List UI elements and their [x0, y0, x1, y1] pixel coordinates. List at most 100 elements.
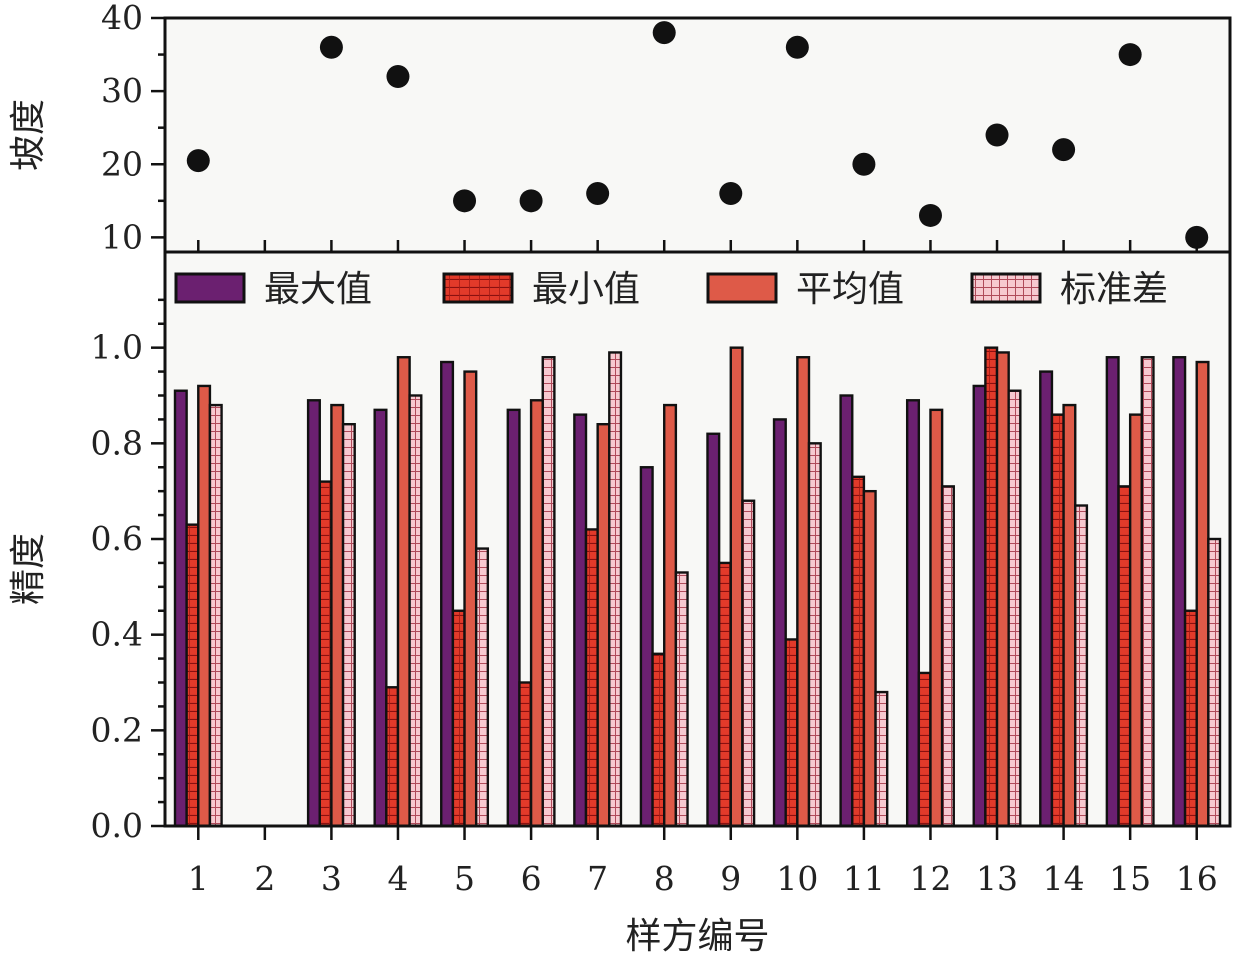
- bar-min-8: [651, 652, 666, 828]
- slope-point-11: [852, 152, 876, 176]
- bar-mean-6: [529, 399, 544, 828]
- legend-swatch-mean: [706, 272, 778, 304]
- bar-min-3: [318, 480, 333, 828]
- bar-mean-4: [396, 356, 411, 828]
- xtick-label: 15: [1109, 859, 1151, 898]
- bar-std-5: [474, 547, 490, 828]
- slope-axis-title: 坡度: [8, 99, 49, 171]
- bar-min-10: [784, 638, 799, 828]
- slope-ytick-label: 30: [101, 71, 143, 110]
- bar-mean-12: [929, 408, 944, 828]
- bar-min-4: [385, 686, 400, 828]
- bar-max-3: [306, 399, 321, 828]
- xtick-label: 6: [521, 859, 542, 898]
- bar-max-15: [1105, 356, 1120, 828]
- bar-mean-9: [729, 346, 744, 828]
- slope-point-3: [319, 35, 343, 59]
- accuracy-ytick-label: 0.6: [91, 519, 143, 558]
- bar-mean-3: [330, 403, 345, 828]
- bar-max-12: [905, 399, 921, 828]
- bar-min-9: [717, 561, 732, 828]
- xtick-label: 10: [776, 859, 818, 898]
- bar-max-8: [639, 466, 654, 828]
- bar-max-11: [839, 394, 854, 828]
- slope-ytick-label: 40: [101, 0, 143, 37]
- slope-point-7: [586, 182, 610, 205]
- slope-point-5: [453, 189, 477, 213]
- bar-max-16: [1172, 356, 1187, 828]
- slope-point-4: [386, 65, 410, 88]
- bar-min-13: [984, 346, 999, 828]
- legend-label-std: 标准差: [1060, 269, 1168, 310]
- xtick-label: 9: [720, 859, 741, 898]
- bar-mean-7: [596, 423, 611, 828]
- bar-min-1: [185, 523, 200, 828]
- bar-max-9: [706, 432, 721, 828]
- xtick-label: 2: [254, 859, 275, 898]
- xtick-label: 3: [321, 859, 342, 898]
- bar-min-15: [1117, 485, 1132, 828]
- slope-ytick-label: 10: [101, 217, 143, 256]
- plot-frame: [163, 16, 1232, 828]
- bar-max-4: [373, 408, 388, 828]
- bar-mean-13: [995, 351, 1010, 828]
- xtick-label: 13: [976, 859, 1018, 898]
- legend-swatch-std: [970, 272, 1042, 304]
- bar-mean-14: [1062, 403, 1077, 828]
- slope-point-14: [1052, 138, 1076, 162]
- bar-mean-11: [862, 489, 877, 828]
- bar-max-7: [573, 413, 588, 828]
- xtick-label: 7: [587, 859, 608, 898]
- xtick-label: 8: [654, 859, 675, 898]
- bar-max-6: [506, 408, 521, 828]
- bar-std-8: [674, 571, 689, 828]
- legend-label-mean: 平均值: [796, 269, 904, 310]
- xtick-label: 16: [1176, 859, 1218, 898]
- slope-point-13: [985, 123, 1009, 147]
- bar-mean-5: [463, 370, 478, 828]
- bar-std-16: [1207, 537, 1222, 828]
- bar-min-7: [584, 528, 599, 828]
- legend-swatch-min: [442, 272, 514, 304]
- slope-point-12: [918, 203, 942, 227]
- xtick-label: 1: [188, 859, 209, 898]
- legend-label-min: 最小值: [532, 269, 640, 310]
- bar-std-4: [408, 394, 423, 828]
- accuracy-ytick-label: 0.8: [91, 423, 143, 462]
- bar-std-15: [1140, 356, 1155, 828]
- bar-max-14: [1039, 370, 1054, 828]
- accuracy-ytick-label: 1.0: [91, 328, 143, 367]
- slope-point-15: [1118, 43, 1142, 67]
- bar-min-16: [1183, 609, 1198, 828]
- xtick-label: 5: [454, 859, 475, 898]
- bar-max-10: [772, 418, 787, 828]
- accuracy-axis-title: 精度: [8, 533, 49, 605]
- slope-point-10: [785, 35, 809, 59]
- xtick-label: 12: [909, 859, 951, 898]
- bar-min-5: [451, 609, 466, 828]
- bar-min-11: [851, 475, 866, 828]
- bar-max-1: [173, 389, 188, 828]
- bar-mean-1: [197, 384, 212, 828]
- bar-std-13: [1007, 389, 1022, 828]
- xtick-label: 4: [387, 859, 408, 898]
- bar-std-9: [741, 499, 756, 828]
- bar-mean-10: [796, 356, 811, 828]
- slope-point-6: [519, 189, 543, 213]
- slope-point-9: [719, 182, 743, 205]
- bar-mean-16: [1195, 360, 1210, 828]
- xtick-label: 11: [843, 859, 885, 898]
- bar-mean-15: [1128, 413, 1144, 828]
- bar-std-6: [541, 356, 556, 828]
- bar-std-14: [1074, 504, 1089, 828]
- bar-std-10: [807, 442, 822, 828]
- bar-max-5: [440, 360, 455, 828]
- slope-ytick-label: 20: [101, 144, 143, 183]
- bar-min-12: [917, 671, 932, 828]
- accuracy-ytick-label: 0.4: [91, 615, 143, 654]
- bar-min-14: [1050, 413, 1065, 828]
- x-axis-title: 样方编号: [625, 916, 769, 957]
- accuracy-ytick-label: 0.0: [91, 806, 143, 845]
